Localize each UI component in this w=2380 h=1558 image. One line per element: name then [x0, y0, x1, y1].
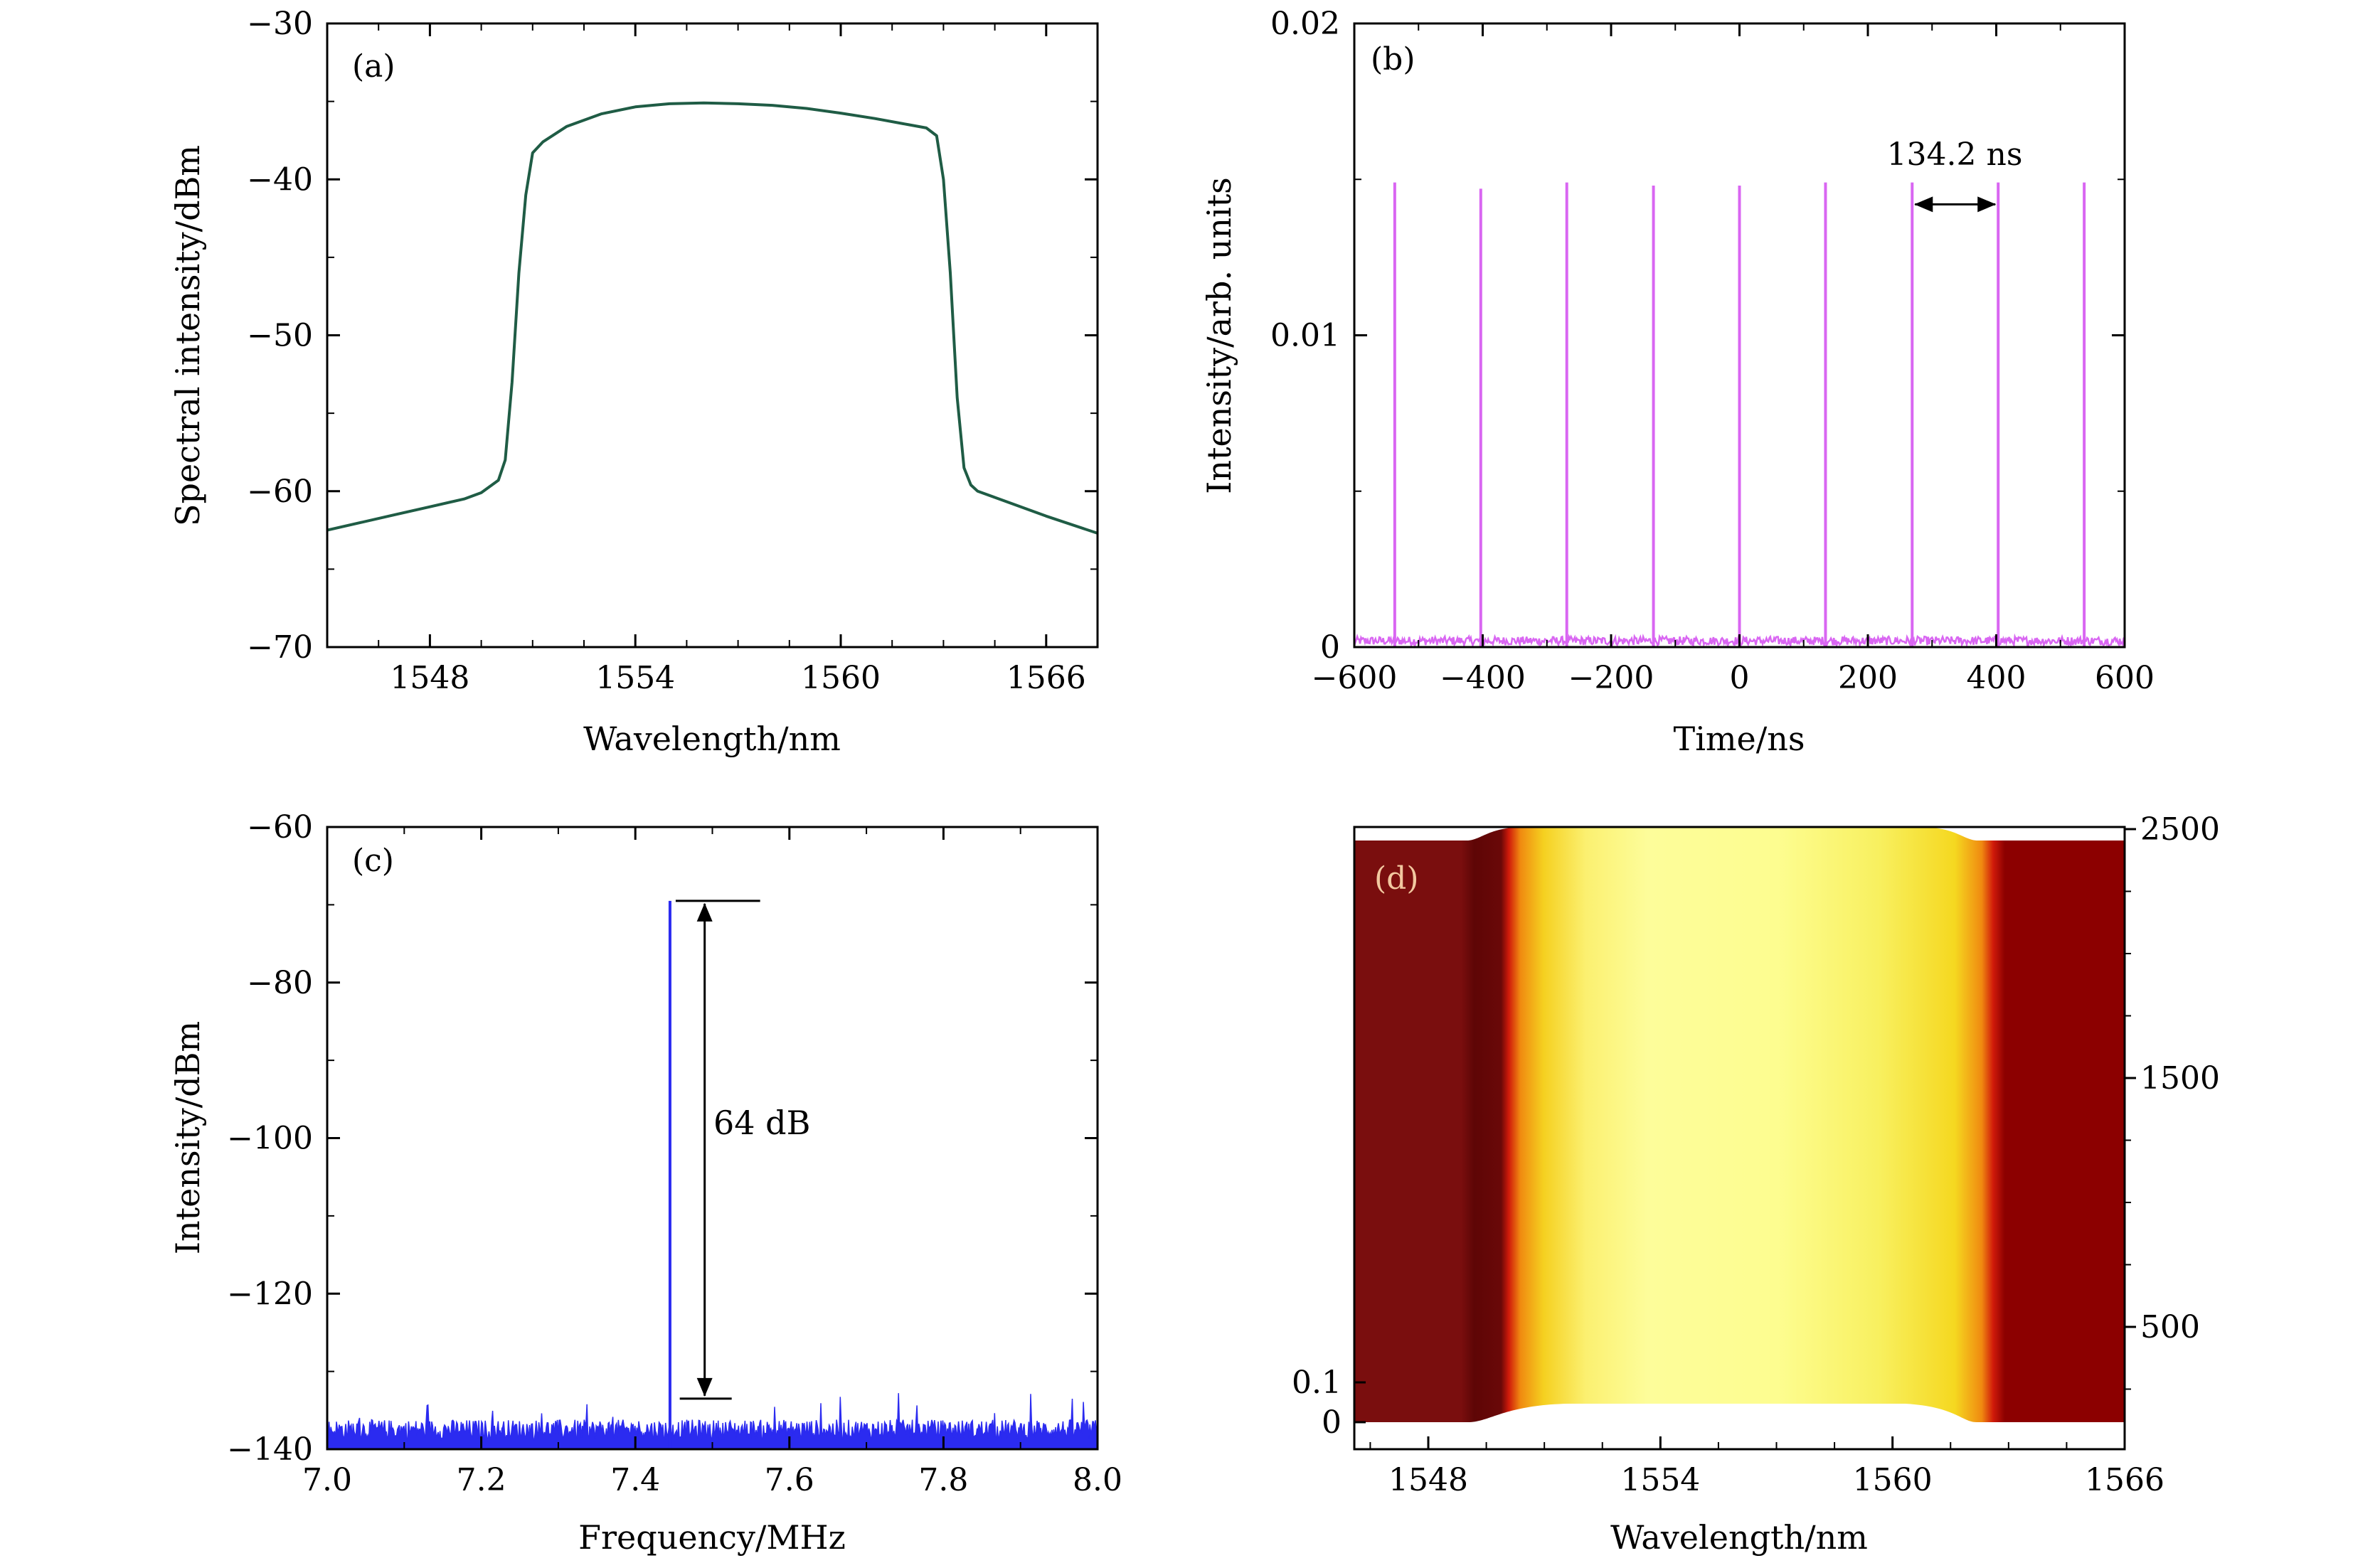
x-tick-label: 1560	[1853, 1462, 1933, 1498]
arrow-head	[1914, 196, 1933, 213]
panel-d-xlabel: Wavelength/nm	[1610, 1518, 1868, 1557]
x-tick-label: 7.8	[918, 1462, 968, 1498]
x-tick-label: −400	[1440, 660, 1526, 696]
x-tick-label: 1560	[801, 660, 881, 696]
x-tick-label: 400	[1967, 660, 2026, 696]
panel-a-plot	[326, 101, 1098, 535]
panel-b-axes: −600 −400 −200 0 200 400 600 0 0.01 0.02	[1270, 6, 2155, 696]
x-tick-label: 1554	[1620, 1462, 1700, 1498]
arrow-head	[1977, 196, 1997, 213]
panel-a-axes: 1548 1554 1560 1566 −70 −60 −50 −40 −30	[247, 6, 1098, 696]
panel-c-noise-floor	[326, 1393, 1098, 1450]
x-tick-label: 1566	[2085, 1462, 2164, 1498]
panel-d-frame	[1353, 826, 2126, 1451]
panel-d-axes: 1548 1554 1560 1566 00.1 500 1500 2500	[1292, 811, 2220, 1498]
y-tick-label: −100	[227, 1121, 313, 1157]
x-tick-label: 7.0	[302, 1462, 352, 1498]
panel-a-frame	[326, 22, 1099, 649]
y-tick-label: −60	[247, 809, 313, 845]
panel-c-label: (c)	[352, 843, 394, 879]
panel-c: 7.0 7.2 7.4 7.6 7.8 8.0 −140 −120 −100 −80 −60 (c)…	[169, 809, 1122, 1557]
x-tick-label: 1548	[390, 660, 469, 696]
panel-c-annotation-text: 64 dB	[713, 1104, 810, 1142]
panel-d-heatmap-surface	[1355, 827, 2124, 1422]
y-tick-label-right: 2500	[2140, 811, 2220, 848]
y-tick-label: 0.01	[1270, 318, 1340, 354]
y-tick-label: 0	[1320, 629, 1340, 666]
panel-b-ylabel: Intensity/arb. units	[1200, 177, 1238, 494]
panel-c-frame	[326, 826, 1099, 1451]
y-tick-label: −60	[247, 474, 313, 510]
panel-b: −600 −400 −200 0 200 400 600 0 0.01 0.02 (b) 134.…	[1200, 6, 2155, 758]
panel-a-label: (a)	[352, 48, 395, 85]
y-tick-label-left: 0.1	[1292, 1365, 1342, 1401]
y-tick-label: −80	[247, 965, 313, 1001]
panel-d: 1548 1554 1560 1566 00.1 500 1500 2500 (d) Wave…	[1292, 811, 2220, 1557]
y-tick-label: −140	[227, 1431, 313, 1468]
x-tick-label: 600	[2095, 660, 2155, 696]
panel-b-period-annotation	[1914, 196, 1997, 213]
panel-a: 1548 1554 1560 1566 −70 −60 −50 −40 −30 (a) Wave…	[169, 6, 1099, 758]
panel-c-xlabel: Frequency/MHz	[578, 1518, 846, 1557]
panel-c-snr-annotation	[675, 900, 760, 1400]
x-tick-label: −600	[1312, 660, 1398, 696]
panel-b-annotation-text: 134.2 ns	[1887, 137, 2023, 173]
x-tick-label: −200	[1568, 660, 1654, 696]
x-tick-label: 8.0	[1073, 1462, 1122, 1498]
panel-a-xlabel: Wavelength/nm	[583, 720, 841, 758]
panel-b-label: (b)	[1371, 41, 1415, 78]
panel-d-label: (d)	[1374, 860, 1419, 897]
y-tick-label-left: 0	[1322, 1404, 1342, 1441]
y-tick-label: −70	[247, 629, 313, 666]
y-tick-label: −120	[227, 1276, 313, 1312]
arrow-head	[696, 1377, 713, 1397]
panel-b-xlabel: Time/ns	[1674, 720, 1805, 758]
x-tick-label: 1548	[1388, 1462, 1468, 1498]
panel-c-plot	[326, 900, 1098, 1450]
x-tick-label: 7.4	[610, 1462, 660, 1498]
x-tick-label: 1554	[595, 660, 675, 696]
x-tick-label: 0	[1730, 660, 1750, 696]
y-tick-label-right: 1500	[2140, 1060, 2220, 1097]
y-tick-label: −30	[247, 6, 313, 42]
y-tick-label: −50	[247, 318, 313, 354]
x-tick-label: 7.2	[457, 1462, 506, 1498]
panel-a-spectrum-line	[326, 101, 1098, 535]
y-tick-label: −40	[247, 161, 313, 198]
x-tick-label: 1566	[1006, 660, 1086, 696]
panel-b-plot	[1353, 182, 2125, 649]
y-tick-label: 0.02	[1270, 6, 1340, 42]
y-tick-label-right: 500	[2140, 1309, 2200, 1345]
panel-c-ylabel: Intensity/dBm	[169, 1021, 207, 1254]
panel-a-ylabel: Spectral intensity/dBm	[169, 145, 207, 526]
x-tick-label: 7.6	[765, 1462, 814, 1498]
arrow-head	[696, 902, 713, 922]
x-tick-label: 200	[1838, 660, 1898, 696]
panel-c-axes: 7.0 7.2 7.4 7.6 7.8 8.0 −140 −120 −100 −80 −60	[227, 809, 1122, 1498]
